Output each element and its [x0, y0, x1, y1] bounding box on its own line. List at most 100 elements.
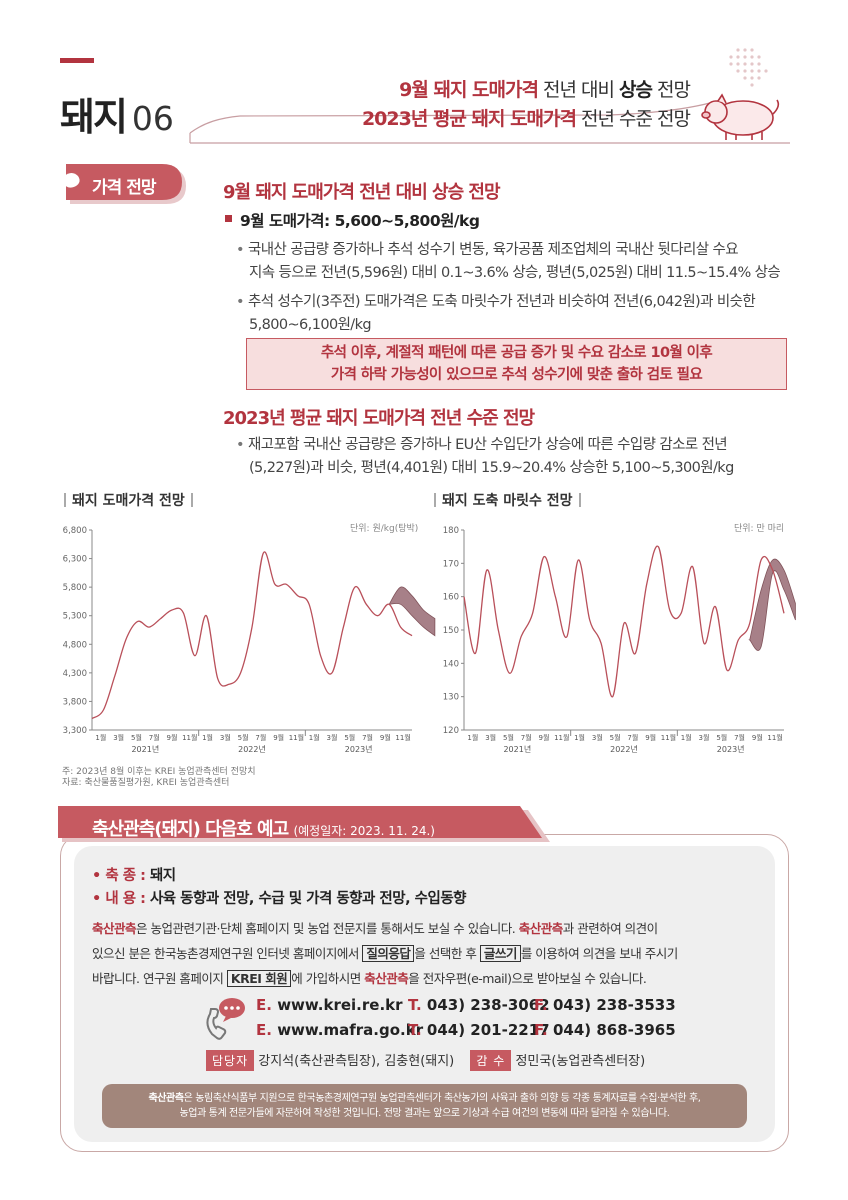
series-line: [463, 545, 785, 698]
y-tick-label: 160: [443, 593, 459, 603]
announce-banner: [58, 806, 550, 842]
x-tick-label: 7월: [627, 733, 638, 742]
header-decoration: [189, 48, 790, 144]
x-tick-label: 9월: [539, 733, 550, 742]
x-tick-label: 3월: [592, 733, 603, 742]
krei-member-link[interactable]: KREI 회원: [226, 970, 292, 987]
x-tick-label: 7월: [362, 733, 373, 742]
y-tick-label: 4,300: [63, 669, 87, 679]
x-tick-label: 11월: [395, 733, 410, 742]
chart2-unit: 단위: 만 마리: [734, 524, 785, 534]
qna-menu-link[interactable]: 질의응답: [362, 945, 415, 962]
section1-subhead: 9월 도매가격: 5,600~5,800원/kg: [240, 212, 480, 230]
callout-line2: 가격 하락 가능성이 있으므로 추석 성수기에 맞춘 출하 검토 필요: [330, 367, 703, 383]
x-tick-label: 9월: [380, 733, 391, 742]
x-tick-label: 7월: [734, 733, 745, 742]
square-bullet: [225, 215, 232, 222]
chart2-title: 돼지 도축 마릿수 전망: [428, 490, 587, 510]
x-tick-label: 3월: [220, 733, 231, 742]
y-tick-label: 130: [443, 693, 459, 703]
contact-row-1: E. www.krei.re.kr T. 043) 238-3062 F. 04…: [256, 996, 676, 1014]
announce-paragraph-2: 있으신 분은 한국농촌경제연구원 인터넷 홈페이지에서 질의응답 을 선택한 후 …: [92, 945, 678, 962]
mafra-website-link[interactable]: www.mafra.go.kr: [277, 1021, 424, 1039]
x-tick-label: 11월: [661, 733, 676, 742]
x-tick-label: 5월: [503, 733, 514, 742]
y-tick-label: 150: [443, 626, 459, 636]
x-tick-label: 11월: [182, 733, 197, 742]
dot-pattern: [729, 48, 768, 87]
y-tick-label: 3,300: [63, 726, 87, 736]
x-tick-label: 7월: [521, 733, 532, 742]
bullet-1-line1: • 국내산 공급량 증가하나 추석 성수기 변동, 육가공품 제조업체의 국내산…: [236, 242, 739, 258]
krei-website-link[interactable]: www.krei.re.kr: [277, 996, 403, 1014]
bullet-3-line2: (5,227원)과 비슷, 평년(4,401원) 대비 15.9~20.4% 상…: [249, 460, 734, 476]
x-tick-label: 9월: [273, 733, 284, 742]
footer-disclaimer: 축산관측은 농림축산식품부 지원으로 한국농촌경제연구원 농업관측센터가 축산농…: [102, 1084, 747, 1128]
x-tick-label: 5월: [610, 733, 621, 742]
chart-note: 주: 2023년 8월 이후는 KREI 농업관측센터 전망치: [62, 767, 256, 777]
page-title: 돼지 06: [60, 95, 174, 139]
y-tick-label: 180: [443, 526, 459, 536]
x-tick-label: 9월: [167, 733, 178, 742]
bullet-1-line2: 지속 등으로 전년(5,596원) 대비 0.1~3.6% 상승, 평년(5,0…: [249, 265, 781, 281]
x-tick-label: 7월: [255, 733, 266, 742]
write-menu-link[interactable]: 글쓰기: [479, 945, 521, 962]
x-tick-label: 3월: [113, 733, 124, 742]
x-tick-label: 5월: [716, 733, 727, 742]
x-tick-label: 1월: [95, 733, 106, 742]
chart-source: 자료: 축산물품질평가원, KREI 농업관측센터: [62, 778, 230, 788]
announce-paragraph-1: 축산관측은 농업관련기관·단체 홈페이지 및 농업 전문지를 통해서도 보실 수…: [92, 921, 658, 936]
charts-canvas: 3,300 3,800 4,300 4,800 5,300 5,800 6,300 6,800…: [63, 526, 796, 754]
phone-chat-icon: [206, 998, 245, 1040]
pig-illustration: [701, 93, 780, 140]
x-tick-label: 11월: [767, 733, 782, 742]
x-tick-label: 9월: [752, 733, 763, 742]
series-line: [91, 551, 413, 720]
staff-names: 강지석(축산관측팀장), 김충현(돼지): [258, 1054, 455, 1069]
year-label: 2022년: [238, 744, 266, 754]
section1-heading: 9월 돼지 도매가격 전년 대비 상승 전망: [223, 182, 501, 203]
supervisor-tag: 감 수: [470, 1050, 512, 1071]
year-label: 2021년: [131, 744, 159, 754]
bullet-2-line1: • 추석 성수기(3주전) 도매가격은 도축 마릿수가 전년과 비슷하여 전년(…: [236, 294, 756, 310]
y-tick-label: 4,800: [63, 640, 87, 650]
section2-heading: 2023년 평균 돼지 도매가격 전년 수준 전망: [223, 408, 535, 429]
y-tick-label: 170: [443, 559, 459, 569]
supervisor-name: 정민국(농업관측센터장): [515, 1054, 646, 1069]
y-tick-label: 6,800: [63, 526, 87, 536]
x-tick-label: 1월: [202, 733, 213, 742]
x-tick-label: 1월: [681, 733, 692, 742]
year-label: 2022년: [610, 744, 638, 754]
price-outlook-badge: [64, 164, 186, 204]
bullet-3-line1: • 재고포함 국내산 공급량은 증가하나 EU산 수입단가 상승에 따른 수입량…: [236, 437, 728, 453]
announce-paragraph-3: 바랍니다. 연구원 홈페이지 KREI 회원 에 가입하시면 축산관측을 전자우편…: [92, 970, 647, 987]
mafra-phone: 044) 201-2217: [426, 1021, 550, 1039]
x-tick-label: 9월: [645, 733, 656, 742]
y-tick-label: 3,800: [63, 697, 87, 707]
y-tick-label: 5,300: [63, 612, 87, 622]
y-tick-label: 6,300: [63, 555, 87, 565]
x-tick-label: 3월: [327, 733, 338, 742]
contact-row-2: E. www.mafra.go.kr T. 044) 201-2217 F. 0…: [256, 1021, 676, 1039]
forecast-band: [388, 586, 436, 637]
x-tick-label: 5월: [131, 733, 142, 742]
year-label: 2023년: [345, 744, 373, 754]
x-tick-label: 7월: [149, 733, 160, 742]
x-tick-label: 3월: [699, 733, 710, 742]
staff-row: 담당자 강지석(축산관측팀장), 김충현(돼지) 감 수 정민국(농업관측센터장…: [206, 1050, 645, 1071]
headline-1: 9월 돼지 도매가격 전년 대비 상승 전망: [399, 79, 691, 101]
pig-head-icon: [64, 173, 80, 188]
staff-tag: 담당자: [206, 1050, 255, 1071]
y-tick-label: 5,800: [63, 583, 87, 593]
callout-box: 추석 이후, 계절적 패턴에 따른 공급 증가 및 수요 감소로 10월 이후 …: [246, 338, 787, 390]
bullet-2-line2: 5,800~6,100원/kg: [249, 317, 372, 333]
x-tick-label: 11월: [554, 733, 569, 742]
footer-line2: 농업과 통계 전문가들에 자문하여 작성한 것입니다. 전망 결과는 앞으로 기…: [179, 1108, 670, 1119]
announce-title: 축산관측(돼지) 다음호 예고 (예정일자: 2023. 11. 24.): [92, 819, 435, 840]
mafra-fax: 044) 868-3965: [552, 1021, 676, 1039]
krei-phone: 043) 238-3062: [426, 996, 550, 1014]
x-tick-label: 5월: [344, 733, 355, 742]
x-tick-label: 1월: [309, 733, 320, 742]
forecast-band: [748, 558, 796, 651]
x-tick-label: 3월: [485, 733, 496, 742]
